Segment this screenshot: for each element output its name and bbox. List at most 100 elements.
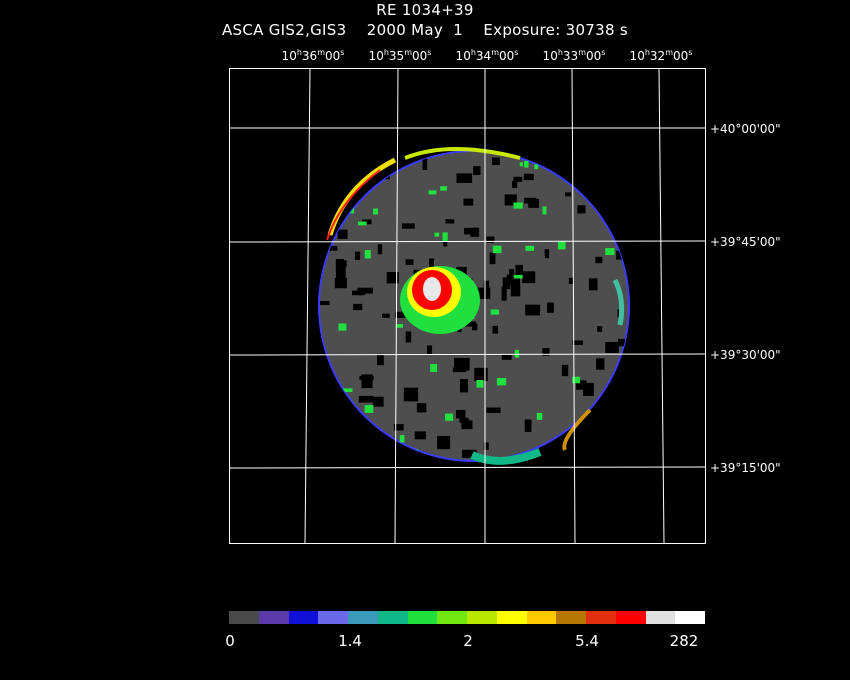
noise-blob <box>519 162 523 167</box>
noise-blob <box>372 396 384 407</box>
noise-blob <box>358 221 367 226</box>
noise-blob <box>401 223 415 229</box>
colorbar-swatch <box>556 611 587 624</box>
noise-blob <box>343 423 349 428</box>
noise-blob <box>357 287 373 294</box>
dec-tick-label: +40°00'00" <box>710 122 781 136</box>
noise-blob <box>605 248 615 256</box>
ra-seconds: 00 <box>411 49 428 63</box>
noise-blob <box>489 252 496 265</box>
noise-blob <box>613 161 618 169</box>
noise-blob <box>463 198 474 206</box>
ra-seconds: 00 <box>324 49 341 63</box>
noise-blob <box>362 219 372 225</box>
noise-blob <box>582 382 594 396</box>
noise-blob <box>414 431 426 440</box>
noise-blob <box>452 367 467 373</box>
noise-blob <box>597 326 603 332</box>
noise-blob <box>464 227 478 235</box>
colorbar-swatch <box>318 611 349 624</box>
noise-blob <box>428 190 437 195</box>
noise-blob <box>373 208 378 215</box>
dec-tick-label: +39°15'00" <box>710 461 781 475</box>
colorbar-label: 5.4 <box>575 632 599 650</box>
noise-blob <box>422 158 428 170</box>
ra-tick-label: 10h34m00s <box>455 48 519 63</box>
noise-blob <box>459 379 468 393</box>
noise-blob <box>491 157 500 166</box>
noise-blob <box>594 443 604 458</box>
noise-blob <box>605 160 611 166</box>
noise-blob <box>402 446 407 455</box>
noise-blob <box>513 202 523 209</box>
noise-blob <box>524 197 537 204</box>
noise-blob <box>382 313 390 318</box>
noise-blob <box>572 376 581 384</box>
edge-artifact <box>404 147 521 160</box>
ra-minutes: 36 <box>301 49 318 63</box>
noise-blob <box>515 264 524 279</box>
noise-blob <box>542 348 550 356</box>
noise-blob <box>513 274 523 279</box>
noise-blob <box>568 277 574 284</box>
noise-blob <box>405 331 412 343</box>
noise-blob <box>353 303 363 311</box>
noise-blob <box>461 420 473 430</box>
noise-blob <box>320 301 330 306</box>
noise-blob <box>429 258 434 272</box>
ra-minutes: 34 <box>475 49 492 63</box>
colorbar-label: 2 <box>463 632 473 650</box>
noise-blob <box>496 378 507 386</box>
noise-blob <box>437 435 451 450</box>
noise-blob <box>486 407 501 413</box>
noise-blob <box>525 304 541 316</box>
edge-artifact <box>562 408 592 451</box>
ra-hours: 10 <box>455 49 471 63</box>
ra-hours: 10 <box>629 49 645 63</box>
coordinate-grid <box>228 67 706 544</box>
colorbar-label: 1.4 <box>338 632 362 650</box>
noise-blob <box>443 237 448 247</box>
ra-seconds: 00 <box>498 49 515 63</box>
noise-blob <box>430 364 438 372</box>
colorbar-swatch <box>526 611 557 624</box>
noise-blob <box>377 244 383 255</box>
noise-blob <box>372 455 383 461</box>
noise-blob <box>557 240 566 250</box>
noise-blob <box>522 271 536 284</box>
noise-blob <box>456 173 473 183</box>
noise-blob <box>492 325 498 334</box>
noise-blob <box>358 395 374 403</box>
noise-blob <box>474 367 488 382</box>
noise-blob <box>372 161 378 166</box>
noise-blob <box>483 280 490 294</box>
ra-hours: 10 <box>368 49 384 63</box>
edge-artifact <box>326 169 381 241</box>
noise-blob <box>331 443 339 449</box>
ra-minutes: 32 <box>649 49 666 63</box>
noise-blob <box>576 380 587 390</box>
noise-blob <box>502 277 511 290</box>
ra-seconds: 00 <box>585 49 602 63</box>
noise-blob <box>619 397 629 404</box>
ra-hours: 10 <box>281 49 297 63</box>
image-title: RE 1034+39 <box>376 1 474 19</box>
noise-blob <box>361 374 373 389</box>
colorbar-swatch <box>407 611 438 624</box>
observation-info: ASCA GIS2,GIS3 2000 May 1 Exposure: 3073… <box>0 21 850 39</box>
noise-blob <box>386 272 399 284</box>
ra-hours: 10 <box>542 49 558 63</box>
colorbar-swatch <box>348 611 378 624</box>
noise-blob <box>506 274 521 286</box>
noise-blob <box>456 409 466 419</box>
noise-blob <box>501 354 512 360</box>
noise-blob <box>445 219 455 224</box>
noise-blob <box>459 417 469 423</box>
colorbar-swatch <box>258 611 289 624</box>
noise-blob <box>354 251 361 260</box>
noise-blob <box>403 387 419 402</box>
noise-blob <box>501 286 507 301</box>
noise-blob <box>473 166 481 176</box>
noise-blob <box>524 419 532 432</box>
noise-blob <box>605 341 619 354</box>
